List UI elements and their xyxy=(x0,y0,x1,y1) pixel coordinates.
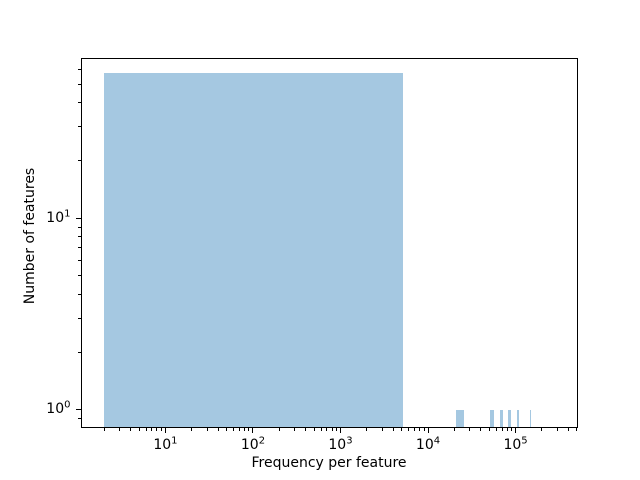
x-minor-tick xyxy=(413,427,415,431)
x-minor-tick xyxy=(191,427,193,431)
x-minor-tick xyxy=(556,427,558,431)
x-minor-tick xyxy=(278,427,280,431)
histogram-bar xyxy=(529,409,531,428)
x-minor-tick xyxy=(313,427,315,431)
y-minor-tick xyxy=(77,418,81,420)
histogram-bar xyxy=(104,73,403,428)
x-minor-tick xyxy=(151,427,153,431)
x-minor-tick xyxy=(366,427,368,431)
x-minor-tick xyxy=(206,427,208,431)
x-minor-tick xyxy=(248,427,250,431)
x-minor-tick xyxy=(119,427,121,431)
x-major-tick xyxy=(164,427,166,433)
x-minor-tick xyxy=(511,427,513,431)
x-minor-tick xyxy=(392,427,394,431)
x-major-tick xyxy=(515,427,517,433)
x-minor-tick xyxy=(381,427,383,431)
x-tick-label: 101 xyxy=(153,435,178,453)
x-minor-tick xyxy=(294,427,296,431)
x-tick-label: 102 xyxy=(240,435,266,453)
y-minor-tick xyxy=(77,318,81,319)
x-minor-tick xyxy=(401,427,403,431)
x-tick-label: 103 xyxy=(328,435,353,453)
x-minor-tick xyxy=(217,427,219,431)
y-minor-tick xyxy=(77,126,81,128)
y-minor-tick xyxy=(77,351,81,353)
x-minor-tick xyxy=(244,427,245,431)
y-minor-tick xyxy=(77,68,81,70)
x-minor-tick xyxy=(156,427,158,431)
y-minor-tick xyxy=(77,160,81,162)
x-minor-tick xyxy=(331,427,333,431)
y-tick-label: 100 xyxy=(46,399,71,418)
x-minor-tick xyxy=(238,427,240,431)
y-minor-tick xyxy=(77,102,81,104)
y-minor-tick xyxy=(77,226,81,228)
x-minor-tick xyxy=(419,427,421,431)
histogram-bar xyxy=(500,409,504,428)
y-minor-tick xyxy=(77,275,81,277)
x-tick-label: 105 xyxy=(503,435,528,453)
histogram-bar xyxy=(508,409,511,428)
x-minor-tick xyxy=(408,427,410,431)
x-minor-tick xyxy=(567,427,569,431)
x-minor-tick xyxy=(480,427,482,431)
x-minor-tick xyxy=(160,427,162,431)
histogram-bar xyxy=(490,409,495,428)
histogram-bar xyxy=(516,409,519,428)
x-minor-tick xyxy=(488,427,490,431)
x-minor-tick xyxy=(103,427,105,431)
x-minor-tick xyxy=(233,427,235,431)
y-minor-tick xyxy=(77,236,81,238)
y-tick-label: 101 xyxy=(46,208,71,226)
y-major-tick xyxy=(75,409,81,411)
x-major-tick xyxy=(252,427,254,433)
x-tick-label: 104 xyxy=(415,435,441,453)
x-minor-tick xyxy=(336,427,337,431)
x-minor-tick xyxy=(576,427,578,431)
x-minor-tick xyxy=(145,427,147,431)
x-minor-tick xyxy=(320,427,322,431)
x-minor-tick xyxy=(130,427,132,431)
x-minor-tick xyxy=(423,427,425,431)
x-axis-label: Frequency per feature xyxy=(251,455,407,471)
x-minor-tick xyxy=(495,427,497,431)
x-minor-tick xyxy=(506,427,508,431)
histogram-bar xyxy=(455,409,465,428)
y-minor-tick xyxy=(77,83,81,85)
y-axis-label: Number of features xyxy=(22,167,38,305)
x-minor-tick xyxy=(305,427,307,431)
x-minor-tick xyxy=(469,427,471,431)
y-minor-tick xyxy=(77,247,81,249)
plot-area xyxy=(80,57,578,428)
x-minor-tick xyxy=(326,427,328,431)
y-major-tick xyxy=(75,217,81,219)
x-minor-tick xyxy=(453,427,455,431)
x-minor-tick xyxy=(501,427,503,431)
y-minor-tick xyxy=(77,294,81,296)
x-minor-tick xyxy=(226,427,228,431)
x-minor-tick xyxy=(541,427,543,431)
y-minor-tick xyxy=(77,260,81,262)
x-major-tick xyxy=(340,427,341,433)
x-major-tick xyxy=(427,427,429,433)
x-minor-tick xyxy=(138,427,140,431)
